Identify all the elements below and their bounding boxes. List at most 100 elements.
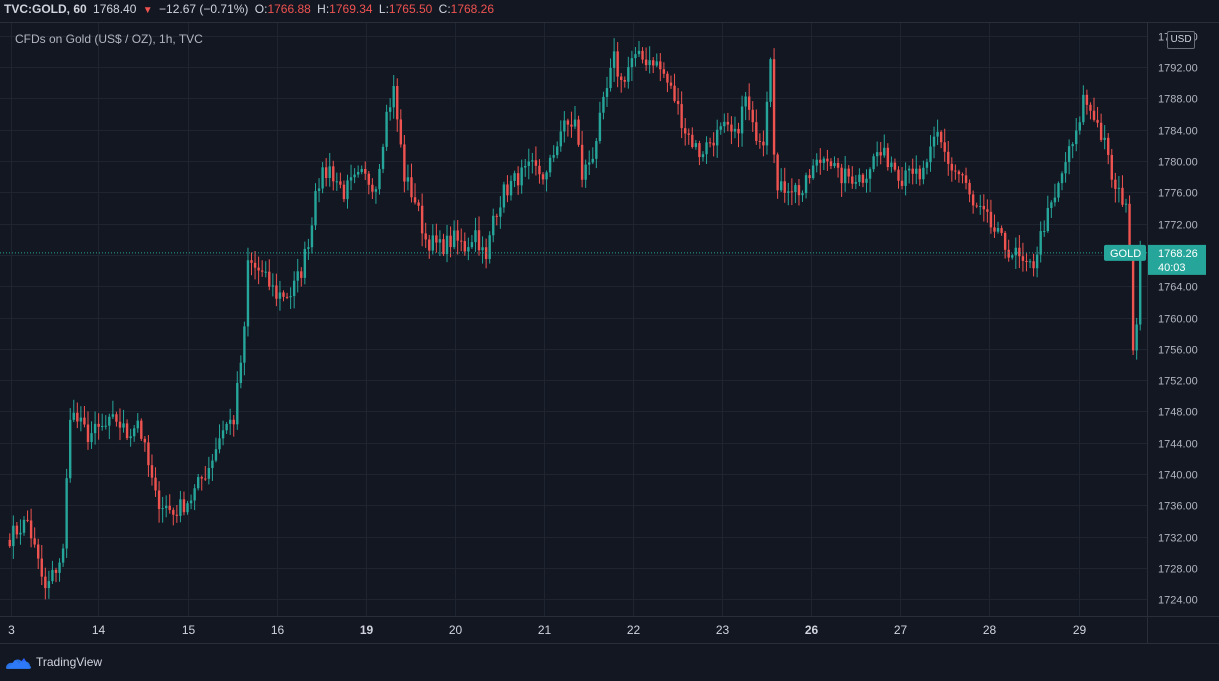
candle-body <box>452 230 456 248</box>
date-tick-label: 14 <box>92 623 106 637</box>
candle-body <box>868 169 872 179</box>
candle-body <box>744 96 747 107</box>
symbol-label[interactable]: TVC:GOLD, 60 <box>4 2 87 16</box>
candle-body <box>1131 254 1135 351</box>
candle-body <box>964 175 968 183</box>
price-axis[interactable]: 1796.001792.001788.001784.001780.001776.… <box>1158 32 1198 607</box>
candle-body <box>221 430 225 439</box>
candle-body <box>733 128 737 132</box>
candle-body <box>641 50 644 60</box>
candle-body <box>616 51 619 77</box>
candle-body <box>253 262 257 268</box>
candle-body <box>968 182 971 195</box>
candle-body <box>552 155 555 158</box>
price-tick-label: 1788.00 <box>1158 94 1198 106</box>
candle-body <box>609 67 612 89</box>
candle-body <box>776 154 779 191</box>
candle-body <box>623 79 626 82</box>
candle-body <box>26 519 29 521</box>
candle-body <box>54 569 58 573</box>
candle-body <box>662 69 666 74</box>
candle-body <box>8 539 11 547</box>
candle-body <box>801 193 804 196</box>
candle-body <box>93 423 97 434</box>
price-change: −12.67 (−0.71%) <box>159 2 249 16</box>
candle-body <box>1135 324 1138 351</box>
candle-body <box>612 51 616 68</box>
candle-body <box>140 420 143 439</box>
candle-body <box>463 241 466 252</box>
candle-body <box>243 326 246 363</box>
candle-body <box>1092 110 1096 120</box>
candlestick-series <box>8 38 1142 600</box>
candle-body <box>1117 187 1121 189</box>
candle-body <box>1000 228 1003 233</box>
candle-body <box>819 159 822 163</box>
candle-body <box>58 562 61 573</box>
candle-body <box>1025 260 1028 263</box>
candle-body <box>947 151 950 164</box>
brand-name: TradingView <box>36 655 103 669</box>
candle-body <box>136 420 139 429</box>
candle-body <box>1139 252 1142 325</box>
candle-body <box>989 211 993 228</box>
candle-body <box>445 235 449 255</box>
candle-body <box>502 184 506 208</box>
price-tick-label: 1752.00 <box>1158 376 1198 388</box>
candle-body <box>680 104 683 129</box>
candle-body <box>413 197 417 203</box>
candle-body <box>438 239 442 243</box>
candle-body <box>378 168 381 190</box>
candle-body <box>513 173 516 181</box>
date-tick-label: 15 <box>182 623 196 637</box>
candle-body <box>907 168 911 171</box>
candle-body <box>307 247 310 249</box>
candle-body <box>289 296 292 298</box>
candle-body <box>790 191 794 193</box>
candle-body <box>939 131 943 143</box>
candle-body <box>559 131 562 147</box>
candle-body <box>932 136 936 147</box>
candle-body <box>193 488 196 501</box>
candle-body <box>420 205 424 234</box>
candle-body <box>339 181 342 185</box>
candle-body <box>982 205 986 210</box>
candle-body <box>1046 207 1049 232</box>
candle-body <box>954 170 957 172</box>
candle-body <box>37 544 40 559</box>
price-tick-label: 1748.00 <box>1158 407 1198 419</box>
candle-body <box>115 414 118 422</box>
candle-body <box>573 119 577 127</box>
time-axis[interactable]: 3 14 15 16 19 20 21 22 23 26 27 28 29 <box>8 623 1086 637</box>
candle-body <box>47 581 51 589</box>
candle-body <box>477 230 481 251</box>
candle-body <box>12 525 15 547</box>
candle-body <box>730 124 733 132</box>
candle-body <box>762 141 765 146</box>
brand-logo[interactable]: TradingView <box>6 654 102 670</box>
candle-body <box>1071 144 1074 147</box>
close-value: 1768.26 <box>450 2 495 16</box>
low-label: L: <box>378 2 389 16</box>
candle-body <box>797 185 801 196</box>
bar-countdown: 40:03 <box>1158 262 1186 274</box>
candle-body <box>644 59 648 66</box>
candle-body <box>1121 187 1124 205</box>
currency-badge[interactable]: USD <box>1167 31 1195 49</box>
candle-body <box>264 271 267 273</box>
candle-body <box>534 160 538 166</box>
candle-body <box>172 509 175 515</box>
candle-body <box>314 190 317 226</box>
candle-body <box>481 247 484 251</box>
candle-body <box>356 172 360 175</box>
candle-body <box>1057 183 1060 198</box>
price-tick-label: 1760.00 <box>1158 314 1198 326</box>
candle-body <box>495 215 498 217</box>
candle-body <box>740 106 744 134</box>
candle-body <box>271 285 275 287</box>
candle-body <box>851 176 854 184</box>
candle-body <box>328 166 331 178</box>
candle-body <box>65 478 68 549</box>
candle-body <box>104 425 107 427</box>
